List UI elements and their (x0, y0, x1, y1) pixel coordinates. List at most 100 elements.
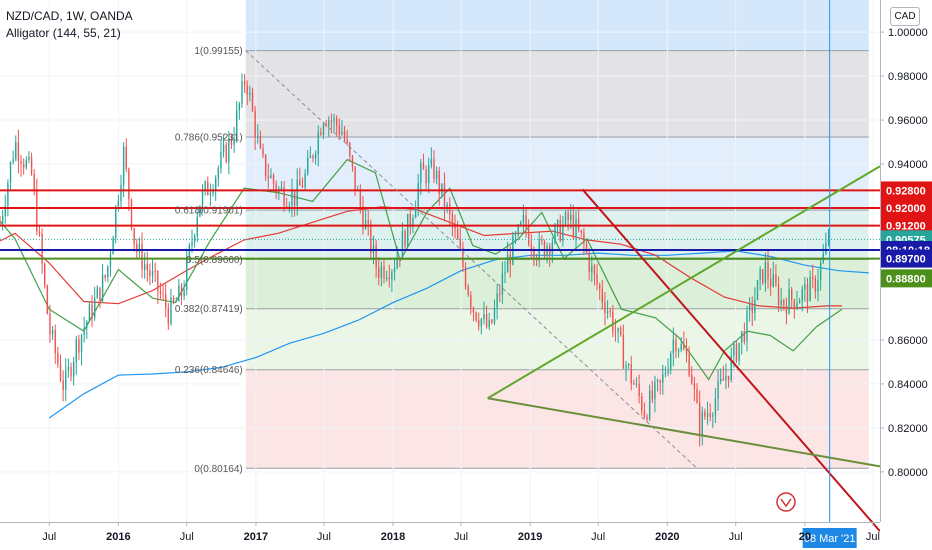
candle-171 (449, 197, 451, 225)
candle-body (380, 266, 383, 278)
fib-zone-0.786 (245, 136, 869, 211)
candle-body (425, 169, 427, 183)
candle-body (627, 364, 630, 366)
candle-201 (527, 219, 530, 247)
candle-body (70, 366, 72, 377)
candle-body (314, 153, 317, 159)
candle-body (446, 204, 448, 209)
candle-125 (328, 116, 330, 137)
candle-body (46, 285, 49, 314)
candle-body (812, 276, 814, 279)
candle-85 (222, 134, 225, 158)
candle-body (270, 175, 272, 178)
horizontal-levels[interactable] (0, 189, 880, 260)
candle-103 (270, 168, 272, 179)
candles[interactable] (0, 73, 830, 447)
candle-body (291, 191, 293, 206)
candle-202 (530, 233, 533, 258)
candle-body (220, 152, 222, 169)
fib-label-0.382: 0.382(0.87419) (175, 304, 243, 315)
candle-315 (827, 228, 830, 247)
candle-114 (299, 167, 301, 186)
candle-3 (7, 179, 9, 217)
candle-body (301, 185, 304, 188)
candle-body (735, 344, 738, 361)
candle-body (704, 411, 706, 417)
candle-body (49, 313, 51, 335)
candle-body (814, 278, 817, 292)
candle-body (762, 269, 764, 283)
candle-body (138, 244, 141, 252)
candle-109 (285, 197, 288, 209)
candle-body (0, 223, 1, 225)
candle-body (709, 413, 711, 417)
candle-body (167, 307, 170, 324)
candle-187 (491, 318, 493, 325)
candle-body (733, 344, 735, 356)
candle-255 (670, 350, 672, 375)
candle-body (370, 223, 372, 253)
candle-6 (15, 135, 17, 162)
candle-body (783, 299, 785, 306)
candle-body (601, 289, 604, 303)
candle-body (101, 275, 104, 302)
candle-body (625, 364, 627, 369)
candle-body (367, 220, 369, 224)
candle-body (706, 413, 709, 417)
candle-223 (585, 239, 588, 255)
candle-body (80, 334, 83, 353)
trendlines[interactable] (487, 165, 881, 532)
candle-60 (157, 270, 159, 304)
candle-body (83, 328, 85, 335)
candle-161 (422, 153, 425, 170)
candle-240 (630, 356, 632, 391)
tradingview-logo-icon[interactable] (776, 492, 796, 512)
candle-93 (243, 74, 246, 94)
candle-body (186, 257, 188, 291)
candle-body (630, 364, 632, 384)
candle-33 (86, 320, 88, 339)
fib-diagonal (245, 50, 698, 469)
candle-149 (391, 268, 393, 292)
candle-190 (499, 284, 501, 303)
candle-9 (22, 158, 25, 175)
candle-body (577, 218, 580, 231)
candle-311 (817, 268, 819, 302)
candle-body (633, 383, 635, 385)
candle-body (115, 206, 117, 238)
candle-177 (464, 262, 467, 290)
candle-body (199, 205, 201, 217)
candle-74 (193, 233, 196, 248)
candle-body (472, 307, 475, 313)
candle-body (191, 241, 193, 246)
candle-body (756, 280, 759, 300)
candle-138 (362, 195, 364, 235)
candle-41 (107, 265, 109, 283)
candle-301 (790, 286, 793, 308)
candle-body (562, 224, 564, 241)
candle-84 (220, 139, 222, 174)
candle-body (112, 237, 114, 255)
candle-278 (730, 347, 732, 383)
candle-207 (543, 239, 546, 259)
candle-body (154, 270, 156, 272)
candle-89 (233, 127, 235, 153)
candle-body (662, 374, 664, 383)
candle-128 (335, 115, 338, 137)
chart-legend: NZD/CAD, 1W, OANDA Alligator (144, 55, 2… (6, 8, 133, 42)
candle-304 (798, 298, 801, 304)
logo-mark (780, 498, 792, 508)
candle-body (217, 168, 220, 179)
y-tick-label-4: 0.86000 (888, 335, 928, 347)
currency-button[interactable]: CAD (890, 7, 920, 26)
candle-313 (822, 243, 824, 264)
candle-299 (785, 297, 788, 325)
candle-42 (109, 250, 112, 277)
candle-body (788, 288, 790, 314)
date-marker-badge (802, 528, 857, 548)
candle-131 (343, 125, 346, 143)
candle-124 (325, 119, 327, 128)
candle-body (401, 231, 404, 258)
candle-body (262, 148, 264, 155)
